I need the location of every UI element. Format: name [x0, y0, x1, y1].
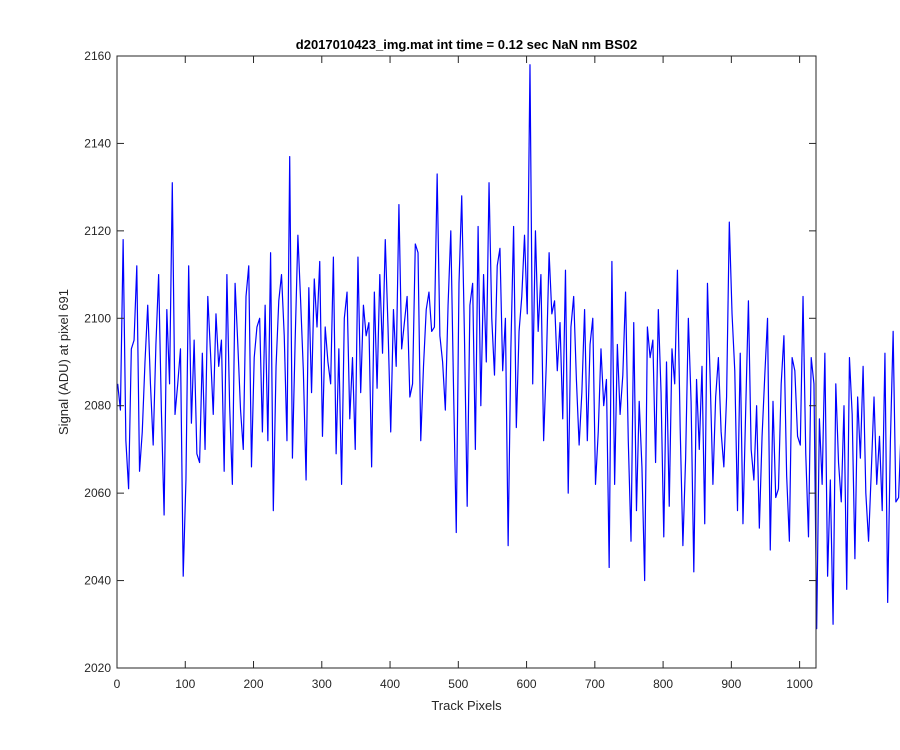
y-tick-label: 2140 [84, 136, 111, 150]
y-tick-label: 2060 [84, 486, 111, 500]
y-tick-label: 2080 [84, 399, 111, 413]
x-tick-label: 200 [244, 677, 264, 691]
series-layer [117, 64, 900, 630]
x-tick-label: 500 [448, 677, 468, 691]
x-tick-label: 800 [653, 677, 673, 691]
x-tick-label: 100 [175, 677, 195, 691]
y-tick-label: 2120 [84, 224, 111, 238]
chart-title: d2017010423_img.mat int time = 0.12 sec … [296, 37, 637, 52]
x-tick-label: 0 [114, 677, 121, 691]
x-tick-label: 600 [517, 677, 537, 691]
y-tick-label: 2020 [84, 661, 111, 675]
x-axis: 0 100 200 300 400 500 600 700 800 900 1000 [114, 56, 813, 691]
y-tick-label: 2100 [84, 311, 111, 325]
axes-box [116, 55, 817, 669]
y-tick-label: 2040 [84, 574, 111, 588]
y-axis-label: Signal (ADU) at pixel 691 [56, 289, 71, 435]
x-tick-label: 1000 [786, 677, 813, 691]
y-tick-label: 2160 [84, 49, 111, 63]
series-line-1 [117, 64, 900, 630]
x-tick-label: 900 [721, 677, 741, 691]
x-tick-label: 400 [380, 677, 400, 691]
x-axis-label: Track Pixels [431, 698, 502, 713]
y-axis: 2020 2040 2060 2080 2100 2120 2140 2160 [84, 49, 816, 675]
x-tick-label: 300 [312, 677, 332, 691]
x-tick-label: 700 [585, 677, 605, 691]
